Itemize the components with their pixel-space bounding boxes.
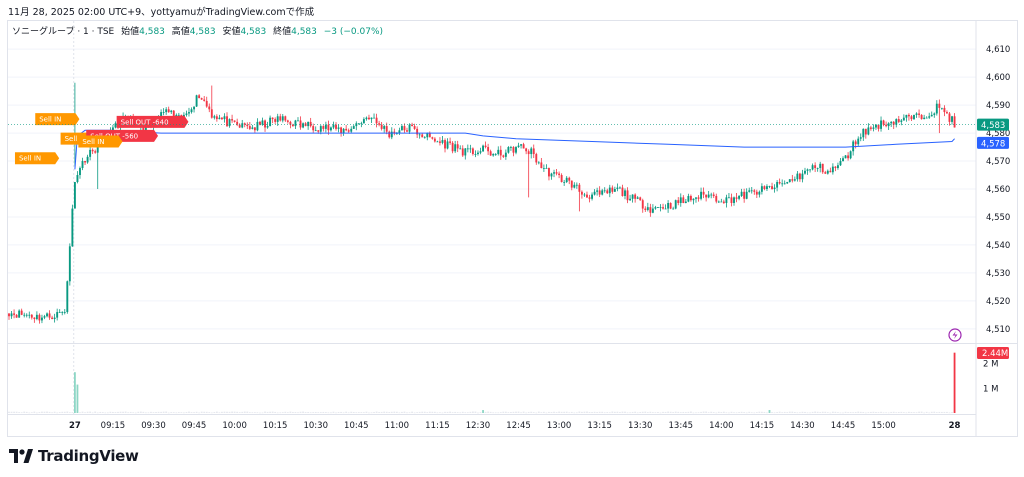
legend-low: 4,583	[240, 27, 267, 37]
legend-change: −3 (−0.07%)	[323, 27, 384, 37]
tradingview-logo-icon	[9, 449, 33, 463]
legend-open: 4,583	[139, 27, 165, 37]
chart-frame[interactable]	[7, 20, 1018, 437]
legend-symbol: ソニーグループ · 1 · TSE	[12, 27, 115, 37]
legend-close: 4,583	[291, 27, 317, 37]
legend-high: 4,583	[189, 27, 216, 37]
legend-open-label: 始値	[121, 27, 140, 37]
brand-name: TradingView	[38, 447, 139, 465]
chart-caption: 11月 28, 2025 02:00 UTC+9、yottyamuがTradin…	[8, 7, 315, 18]
legend-low-label: 安値	[222, 27, 241, 37]
tradingview-logo[interactable]: TradingView	[9, 446, 139, 466]
legend-high-label: 高値	[171, 27, 190, 37]
ohlc-legend: ソニーグループ · 1 · TSE 始値4,583 高値4,583 安値4,58…	[12, 24, 383, 37]
legend-close-label: 終値	[273, 27, 292, 37]
